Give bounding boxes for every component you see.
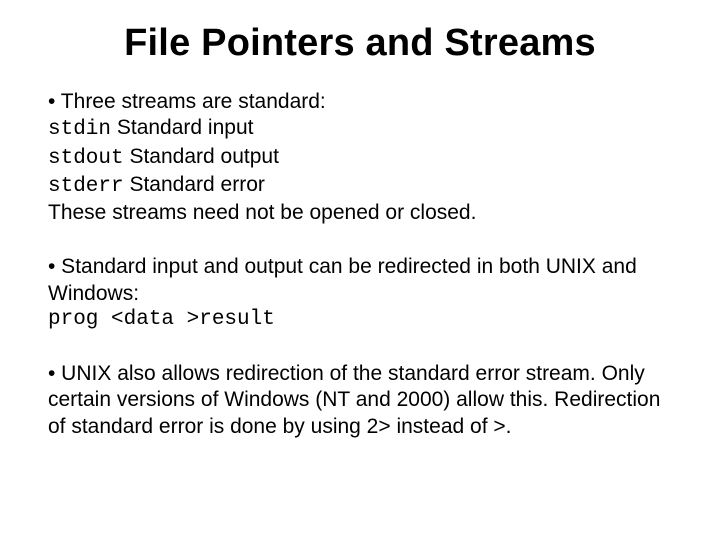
code-stdin: stdin: [48, 118, 111, 141]
redirect-code: prog <data >result: [48, 307, 672, 333]
stderr-redirect-text: • UNIX also allows redirection of the st…: [48, 361, 672, 440]
paragraph-redirect: • Standard input and output can be redir…: [48, 254, 672, 333]
slide-title: File Pointers and Streams: [48, 22, 672, 65]
streams-tail: These streams need not be opened or clos…: [48, 200, 672, 226]
paragraph-stderr-redirect: • UNIX also allows redirection of the st…: [48, 361, 672, 440]
redirect-text: • Standard input and output can be redir…: [48, 254, 672, 307]
desc-stdin: Standard input: [111, 116, 253, 139]
bullet-lead: • Three streams are standard:: [48, 89, 672, 115]
desc-stdout: Standard output: [124, 145, 279, 168]
slide-body: • Three streams are standard: stdin Stan…: [48, 89, 672, 440]
desc-stderr: Standard error: [124, 173, 265, 196]
code-stdout: stdout: [48, 147, 124, 170]
slide: File Pointers and Streams • Three stream…: [0, 0, 720, 540]
stream-row-stdout: stdout Standard output: [48, 144, 672, 172]
stream-row-stderr: stderr Standard error: [48, 172, 672, 200]
code-stderr: stderr: [48, 175, 124, 198]
paragraph-streams: • Three streams are standard: stdin Stan…: [48, 89, 672, 226]
stream-row-stdin: stdin Standard input: [48, 115, 672, 143]
